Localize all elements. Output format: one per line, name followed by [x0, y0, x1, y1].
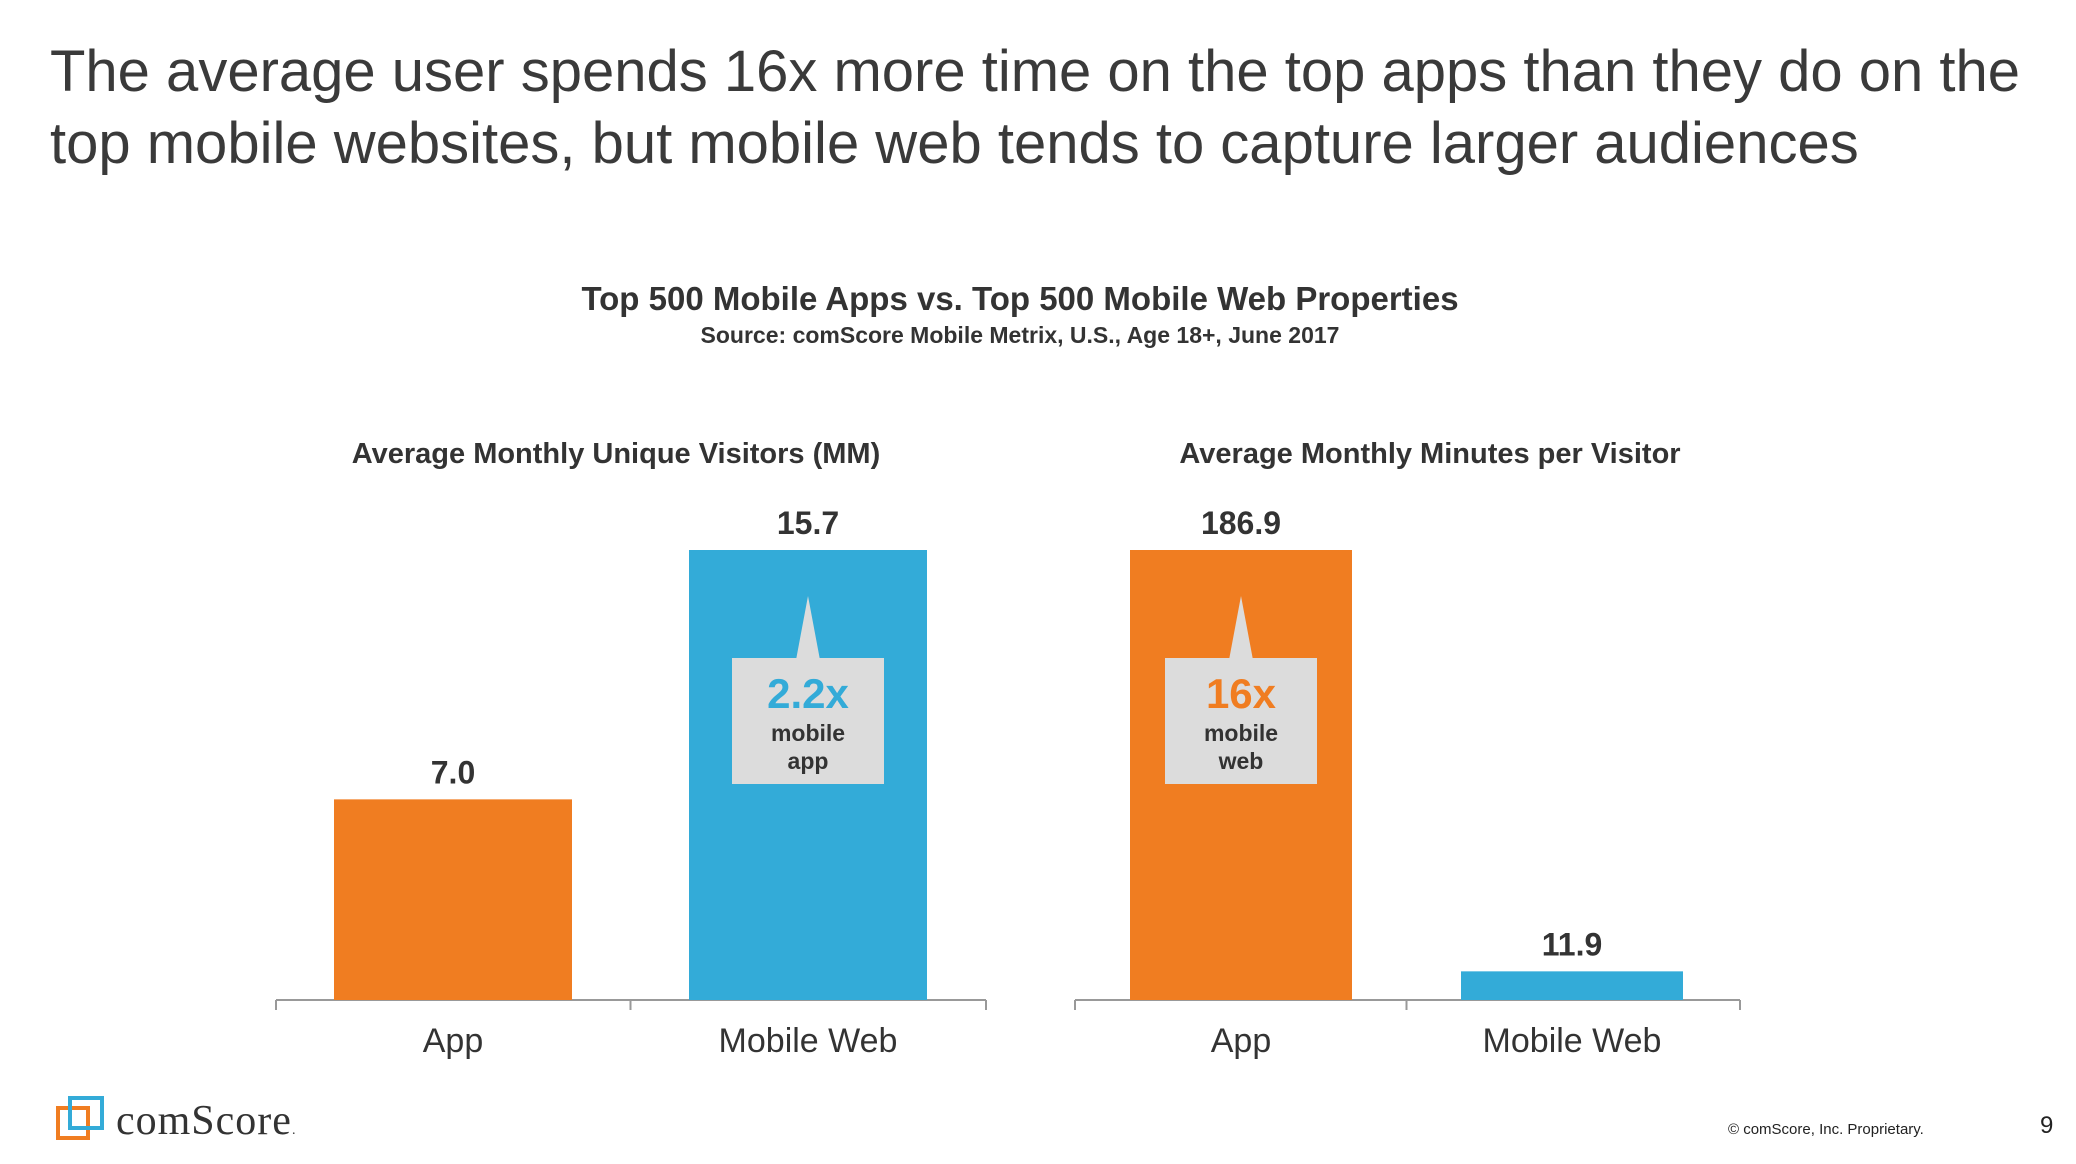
callout-line1: mobile — [1204, 720, 1278, 746]
comscore-logo-text: comScore. — [116, 1098, 297, 1144]
x-tick-label-mobile-web: Mobile Web — [719, 1022, 898, 1060]
callout-line2: app — [788, 748, 829, 774]
callout-box — [732, 658, 884, 784]
x-tick-label-app: App — [1211, 1022, 1272, 1060]
x-tick-label-app: App — [423, 1022, 484, 1060]
bar-app — [334, 799, 572, 1000]
callout-multiplier: 2.2x — [767, 670, 849, 717]
panel-title-visitors: Average Monthly Unique Visitors (MM) — [351, 438, 881, 470]
bar-mobile-web — [1461, 971, 1683, 1000]
comscore-logo-icon — [56, 1096, 104, 1140]
page-headline: The average user spends 16x more time on… — [50, 39, 2021, 176]
data-label-app: 7.0 — [431, 754, 475, 790]
callout-box — [1165, 658, 1317, 784]
panel-title-minutes: Average Monthly Minutes per Visitor — [1179, 438, 1681, 470]
callout-multiplier: 16x — [1206, 670, 1277, 717]
data-label-mobile-web: 15.7 — [777, 505, 839, 541]
callout-line2: web — [1218, 748, 1264, 774]
data-label-app: 186.9 — [1201, 505, 1281, 541]
callout-pointer — [1229, 596, 1253, 660]
x-tick-label-mobile-web: Mobile Web — [1483, 1022, 1662, 1060]
chart-title: Top 500 Mobile Apps vs. Top 500 Mobile W… — [581, 280, 1459, 317]
footer-copyright: © comScore, Inc. Proprietary. — [1728, 1121, 1924, 1138]
page-number: 9 — [2040, 1112, 2054, 1139]
data-label-mobile-web: 11.9 — [1542, 926, 1603, 962]
chart-source: Source: comScore Mobile Metrix, U.S., Ag… — [700, 322, 1340, 348]
callout-pointer — [796, 596, 820, 660]
callout-line1: mobile — [771, 720, 845, 746]
